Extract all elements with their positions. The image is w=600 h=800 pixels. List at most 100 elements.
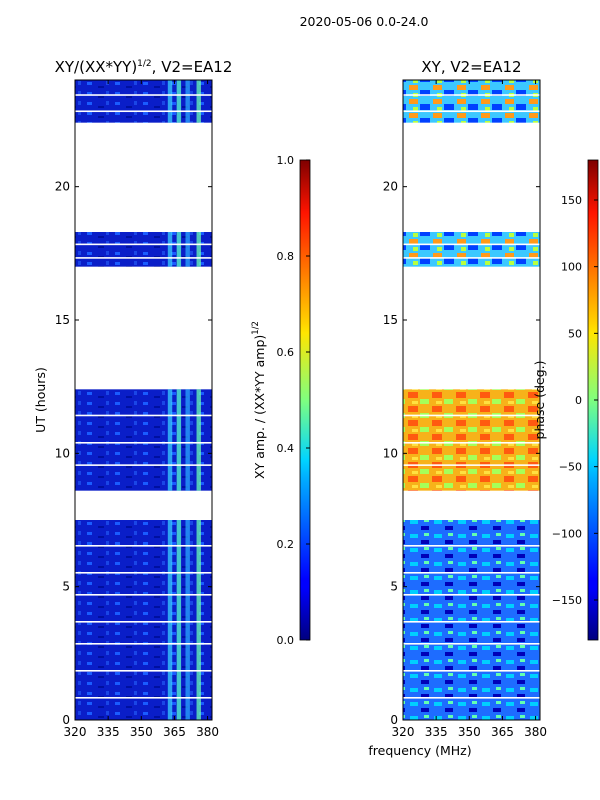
figure-title: 2020-05-06 0.0-24.0	[300, 14, 429, 29]
shared-x-axis-label: frequency (MHz)	[368, 743, 471, 758]
heatmap-gap	[403, 621, 540, 623]
x-tick-label: 380	[524, 725, 547, 739]
x-tick-label: 365	[491, 725, 514, 739]
colorbar-tick-label: 50	[568, 327, 582, 340]
colorbar-tick-label: 0.2	[277, 538, 295, 551]
heatmap-gap	[75, 697, 212, 699]
heatmap-stripe	[167, 389, 173, 491]
heatmap-gap	[403, 697, 540, 699]
heatmap-gap	[403, 110, 540, 113]
x-tick-label: 350	[458, 725, 481, 739]
heatmap-stripe	[185, 232, 190, 267]
heatmap-block	[403, 389, 540, 491]
heatmap-stripe	[167, 520, 173, 720]
amplitude-panel-title: XY/(XX*YY)1/2, V2=EA12	[55, 58, 233, 76]
colorbar-tick-label: 0.8	[277, 250, 295, 263]
phase-x-ticks: 320 335 350 365 380	[392, 80, 547, 739]
heatmap-gap	[75, 572, 212, 574]
colorbar-tick-label: 100	[561, 261, 582, 274]
amplitude-y-axis-label: UT (hours)	[33, 367, 48, 433]
colorbar-tick-label: 1.0	[277, 154, 295, 167]
heatmap-stripe	[185, 520, 190, 720]
heatmap-gap	[75, 257, 212, 259]
y-tick-label: 0	[62, 713, 70, 727]
heatmap-block	[403, 232, 540, 267]
phase-plot-frame	[402, 79, 541, 721]
heatmap-gap	[403, 545, 540, 547]
heatmap-gap	[403, 243, 540, 246]
phase-panel: XY, V2=EA12 320 335 350 365 380 0 5 10 15 20	[383, 58, 547, 739]
colorbar-tick-label: 0	[575, 394, 582, 407]
y-tick-label: 20	[383, 180, 398, 194]
heatmap-gap	[75, 94, 212, 96]
heatmap-block	[75, 389, 212, 491]
heatmap-block	[403, 80, 540, 123]
heatmap-gap	[75, 621, 212, 623]
heatmap-block	[75, 520, 212, 720]
heatmap-stripe	[167, 80, 173, 123]
heatmap-gap	[403, 464, 540, 466]
heatmap-stripe	[196, 520, 201, 720]
x-tick-label: 320	[392, 725, 415, 739]
heatmap-stripe	[185, 389, 190, 491]
heatmap-gap	[75, 243, 212, 246]
heatmap-block	[403, 520, 540, 720]
heatmap-gap	[75, 545, 212, 547]
amplitude-heatmap	[75, 80, 212, 720]
y-tick-label: 5	[390, 580, 398, 594]
phase-colorbar-ticks: −150 −100 −50 0 50 100 150	[552, 194, 598, 607]
heatmap-block	[75, 232, 212, 267]
heatmap-gap	[403, 414, 540, 417]
y-tick-label: 10	[55, 446, 70, 460]
heatmap-gap	[403, 94, 540, 96]
heatmap-stripe	[176, 520, 182, 720]
colorbar-tick-label: 0.4	[277, 442, 295, 455]
y-tick-label: 10	[383, 446, 398, 460]
x-tick-label: 350	[130, 725, 153, 739]
heatmap-gap	[403, 670, 540, 672]
heatmap-stripe	[196, 389, 201, 491]
heatmap-gap	[403, 442, 540, 444]
heatmap-gap	[75, 110, 212, 113]
heatmap-stripe	[196, 80, 201, 123]
y-tick-label: 5	[62, 580, 70, 594]
amplitude-x-ticks: 320 335 350 365 380	[64, 80, 219, 739]
x-tick-label: 380	[196, 725, 219, 739]
heatmap-stripe	[167, 232, 173, 267]
heatmap-gap	[75, 464, 212, 466]
heatmap-gap	[403, 594, 540, 596]
heatmap-gap	[75, 442, 212, 444]
y-tick-label: 15	[55, 313, 70, 327]
amplitude-colorbar-label: XY amp. / (XX*YY amp)1/2	[251, 321, 267, 479]
colorbar-tick-label: −50	[559, 461, 582, 474]
heatmap-gap	[75, 643, 212, 645]
colorbar-tick-label: −100	[552, 527, 582, 540]
amplitude-y-ticks: 0 5 10 15 20	[55, 180, 212, 727]
heatmap-stripe	[176, 389, 182, 491]
amplitude-colorbar-gradient	[299, 159, 311, 641]
phase-panel-title: XY, V2=EA12	[421, 58, 521, 76]
heatmap-stripe	[176, 232, 182, 267]
phase-y-ticks: 0 5 10 15 20	[383, 180, 540, 727]
heatmap-block	[75, 80, 212, 123]
amplitude-colorbar-ticks: 0.0 0.2 0.4 0.6 0.8 1.0	[277, 154, 310, 647]
x-tick-label: 365	[163, 725, 186, 739]
heatmap-gap	[75, 670, 212, 672]
y-tick-label: 20	[55, 180, 70, 194]
heatmap-gap	[75, 414, 212, 417]
y-tick-label: 0	[390, 713, 398, 727]
colorbar-tick-label: −150	[552, 594, 582, 607]
heatmap-gap	[403, 572, 540, 574]
x-tick-label: 320	[64, 725, 87, 739]
phase-colorbar-label: phase (deg.)	[532, 361, 547, 440]
phase-colorbar: −150 −100 −50 0 50 100 150 phase (deg.)	[532, 159, 599, 641]
heatmap-gap	[403, 643, 540, 645]
y-tick-label: 15	[383, 313, 398, 327]
x-tick-label: 335	[425, 725, 448, 739]
x-tick-label: 335	[97, 725, 120, 739]
amplitude-panel: XY/(XX*YY)1/2, V2=EA12 320 335 350 365 380 0…	[33, 58, 232, 739]
amplitude-colorbar: 0.0 0.2 0.4 0.6 0.8 1.0 XY amp. / (XX*YY amp)…	[251, 154, 311, 647]
colorbar-tick-label: 150	[561, 194, 582, 207]
amplitude-plot-frame	[74, 79, 213, 721]
